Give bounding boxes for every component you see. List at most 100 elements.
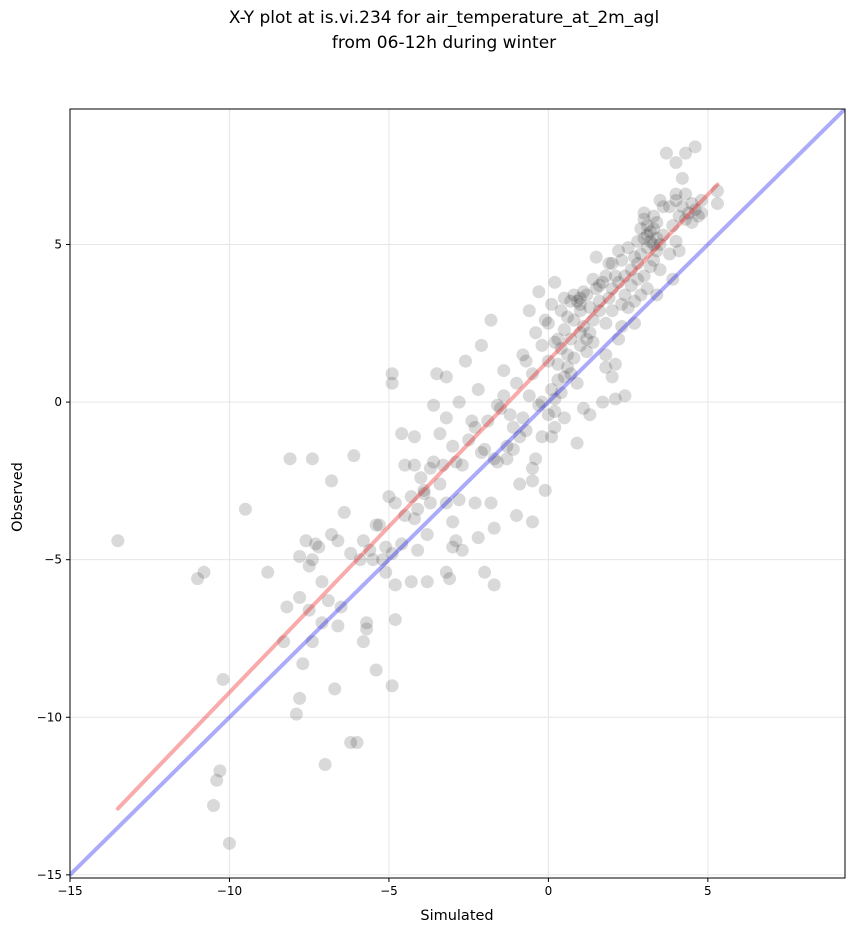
data-point	[561, 310, 575, 324]
data-point	[395, 537, 409, 551]
data-point	[490, 455, 504, 469]
data-point	[637, 206, 651, 220]
data-point	[315, 575, 329, 589]
data-point	[446, 540, 460, 554]
data-point	[369, 518, 383, 532]
data-point	[420, 527, 434, 541]
data-point	[573, 304, 587, 318]
data-point	[643, 225, 657, 239]
data-point	[433, 427, 447, 441]
x-tick-label: 0	[545, 884, 553, 898]
data-point	[666, 272, 680, 286]
data-point	[344, 546, 358, 560]
data-point	[296, 657, 310, 671]
data-point	[404, 575, 418, 589]
data-point	[513, 430, 527, 444]
data-point	[474, 446, 488, 460]
data-point	[497, 364, 511, 378]
data-point	[449, 534, 463, 548]
data-point	[353, 553, 367, 567]
data-point	[487, 452, 501, 466]
y-tick-label: −15	[37, 868, 62, 882]
data-point	[580, 288, 594, 302]
data-point	[666, 219, 680, 233]
data-point	[672, 209, 686, 223]
data-point	[356, 635, 370, 649]
data-point	[647, 222, 661, 236]
data-point	[564, 294, 578, 308]
data-point	[207, 799, 221, 813]
data-point	[439, 411, 453, 425]
data-point	[462, 433, 476, 447]
data-point	[525, 515, 539, 529]
data-point	[455, 543, 469, 557]
data-point	[379, 565, 393, 579]
data-point	[710, 197, 724, 211]
data-point	[682, 206, 696, 220]
data-point	[640, 241, 654, 255]
data-point	[484, 496, 498, 510]
x-tick-label: −5	[380, 884, 398, 898]
data-point	[385, 376, 399, 390]
data-point	[612, 244, 626, 258]
x-tick-label: 5	[704, 884, 712, 898]
data-point	[388, 496, 402, 510]
data-point	[484, 313, 498, 327]
data-point	[557, 323, 571, 337]
data-point	[650, 231, 664, 245]
data-point	[634, 247, 648, 261]
data-point	[344, 735, 358, 749]
data-point	[554, 386, 568, 400]
data-point	[599, 316, 613, 330]
data-point	[643, 234, 657, 248]
data-point	[321, 594, 335, 608]
data-point	[583, 326, 597, 340]
data-point	[318, 758, 332, 772]
data-point	[538, 313, 552, 327]
data-point	[557, 370, 571, 384]
data-point	[388, 578, 402, 592]
data-point	[436, 458, 450, 472]
x-tick-label: −15	[57, 884, 82, 898]
data-point	[411, 502, 425, 516]
data-point	[481, 414, 495, 428]
data-point	[672, 244, 686, 258]
data-point	[443, 572, 457, 586]
data-point	[525, 461, 539, 475]
data-point	[315, 616, 329, 630]
data-point	[541, 354, 555, 368]
data-point	[446, 515, 460, 529]
data-point	[382, 490, 396, 504]
data-point	[548, 392, 562, 406]
data-point	[516, 411, 530, 425]
data-point	[433, 477, 447, 491]
data-point	[640, 219, 654, 233]
data-point	[567, 313, 581, 327]
data-point	[669, 234, 683, 248]
data-point	[283, 452, 297, 466]
data-point	[478, 565, 492, 579]
data-point	[618, 389, 632, 403]
data-point	[350, 735, 364, 749]
data-point	[356, 534, 370, 548]
data-point	[599, 348, 613, 362]
data-point	[111, 534, 125, 548]
data-point	[618, 269, 632, 283]
y-tick-label: −10	[37, 710, 62, 724]
data-point	[305, 553, 319, 567]
data-point	[522, 304, 536, 318]
data-point	[529, 326, 543, 340]
data-point	[548, 420, 562, 434]
data-point	[398, 458, 412, 472]
data-point	[446, 439, 460, 453]
data-point	[675, 171, 689, 185]
data-point	[535, 338, 549, 352]
data-point	[379, 540, 393, 554]
data-point	[398, 509, 412, 523]
data-point	[608, 392, 622, 406]
data-point	[561, 360, 575, 374]
data-point	[385, 679, 399, 693]
data-point	[516, 348, 530, 362]
data-point	[407, 458, 421, 472]
data-point	[535, 395, 549, 409]
